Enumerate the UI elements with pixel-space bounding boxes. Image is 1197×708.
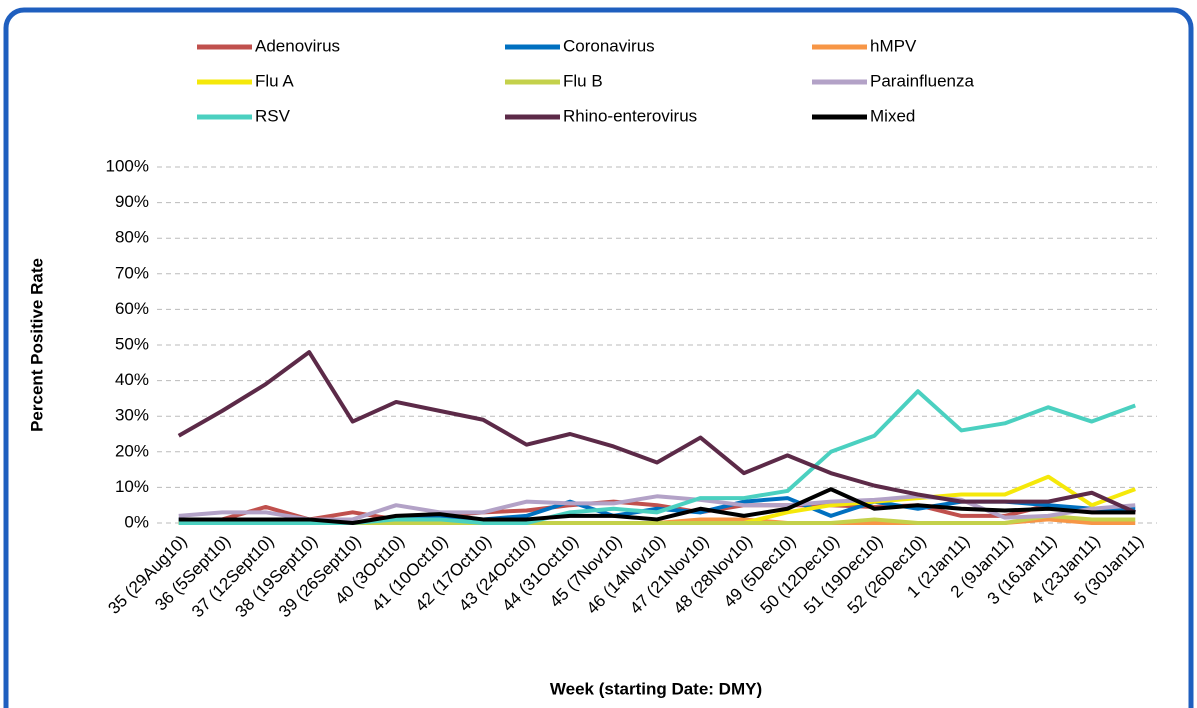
series-line [178, 499, 1136, 522]
legend-label: Adenovirus [255, 36, 340, 55]
y-axis-label: Percent Positive Rate [27, 258, 46, 432]
legend-label: Coronavirus [563, 36, 655, 55]
y-tick-label: 100% [106, 156, 149, 175]
y-tick-label: 90% [115, 192, 149, 211]
frame [3, 7, 1194, 708]
y-tick-label: 0% [124, 512, 149, 531]
x-axis-label: Week (starting Date: DMY) [550, 679, 762, 698]
legend-label: Flu A [255, 71, 294, 90]
series-line [177, 350, 1137, 515]
y-tick-label: 40% [115, 370, 149, 389]
legend-label: Mixed [870, 106, 915, 125]
y-tick-label: 20% [115, 441, 149, 460]
series-line [178, 487, 1136, 525]
y-tick-label: 30% [115, 406, 149, 425]
y-tick-label: 50% [115, 334, 149, 353]
y-tick-label: 70% [115, 263, 149, 282]
legend-label: Parainfluenza [870, 71, 975, 90]
y-tick-label: 80% [115, 228, 149, 247]
legend-label: Flu B [563, 71, 603, 90]
legend-label: RSV [255, 106, 291, 125]
y-tick-label: 10% [115, 477, 149, 496]
y-tick-label: 60% [115, 299, 149, 318]
legend-label: Rhino-enterovirus [563, 106, 697, 125]
series-line [178, 494, 1136, 522]
legend-label: hMPV [870, 36, 917, 55]
